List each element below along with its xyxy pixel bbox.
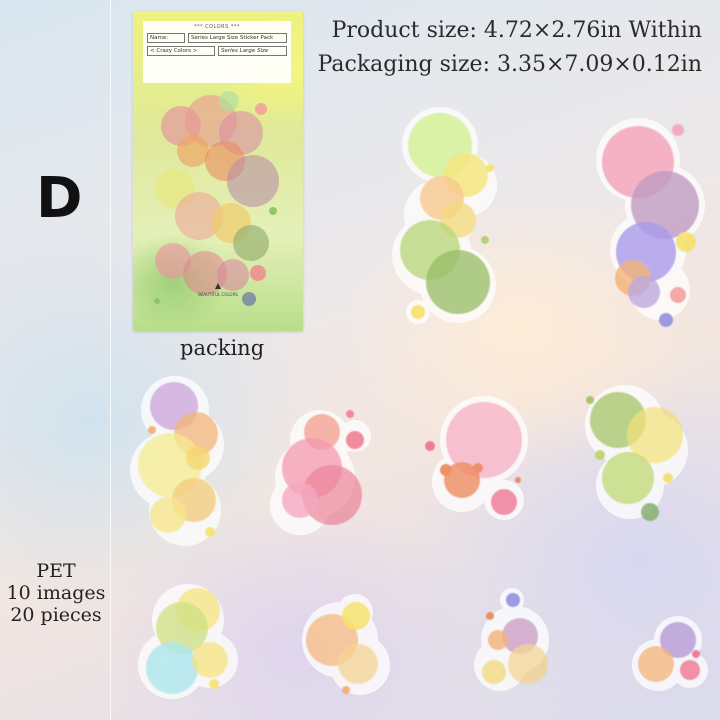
package-footer-text: BEAUTIFUL COLORS	[198, 292, 238, 297]
packing-caption: packing	[180, 336, 265, 360]
sticker-6	[585, 385, 688, 521]
package-triangle-mark	[215, 283, 221, 289]
sticker-1	[392, 107, 497, 324]
package-name-label: Name:	[147, 33, 185, 43]
package-blobs-art	[154, 91, 279, 306]
package-series-name: Series Large Size Sticker Pack	[188, 33, 287, 43]
material-images-count: 10 images	[6, 582, 106, 604]
sticker-2	[596, 118, 705, 327]
sticker-9	[474, 588, 549, 691]
package-brand-script: Series Large Size	[218, 46, 287, 56]
package-card-title: *** COLORS ***	[194, 24, 240, 30]
sticker-3	[130, 376, 224, 546]
sticker-package: *** COLORS *** Name: Series Large Size S…	[133, 11, 303, 331]
product-size-text: Product size: 4.72×2.76in Within	[331, 18, 702, 43]
material-info: PET 10 images 20 pieces	[0, 560, 112, 626]
material-pieces-count: 20 pieces	[10, 604, 102, 626]
sticker-5	[425, 396, 528, 520]
divider-line	[110, 0, 111, 720]
package-collection: < Crazy Colors >	[147, 46, 215, 56]
packaging-size-text: Packaging size: 3.35×7.09×0.12in	[317, 52, 702, 77]
package-label-card: *** COLORS *** Name: Series Large Size S…	[143, 21, 291, 83]
sticker-7	[138, 584, 238, 699]
sticker-4	[270, 410, 371, 535]
sticker-10	[632, 616, 708, 691]
material-type: PET	[36, 560, 76, 582]
sticker-8	[302, 594, 390, 695]
variant-letter: D	[36, 166, 83, 231]
